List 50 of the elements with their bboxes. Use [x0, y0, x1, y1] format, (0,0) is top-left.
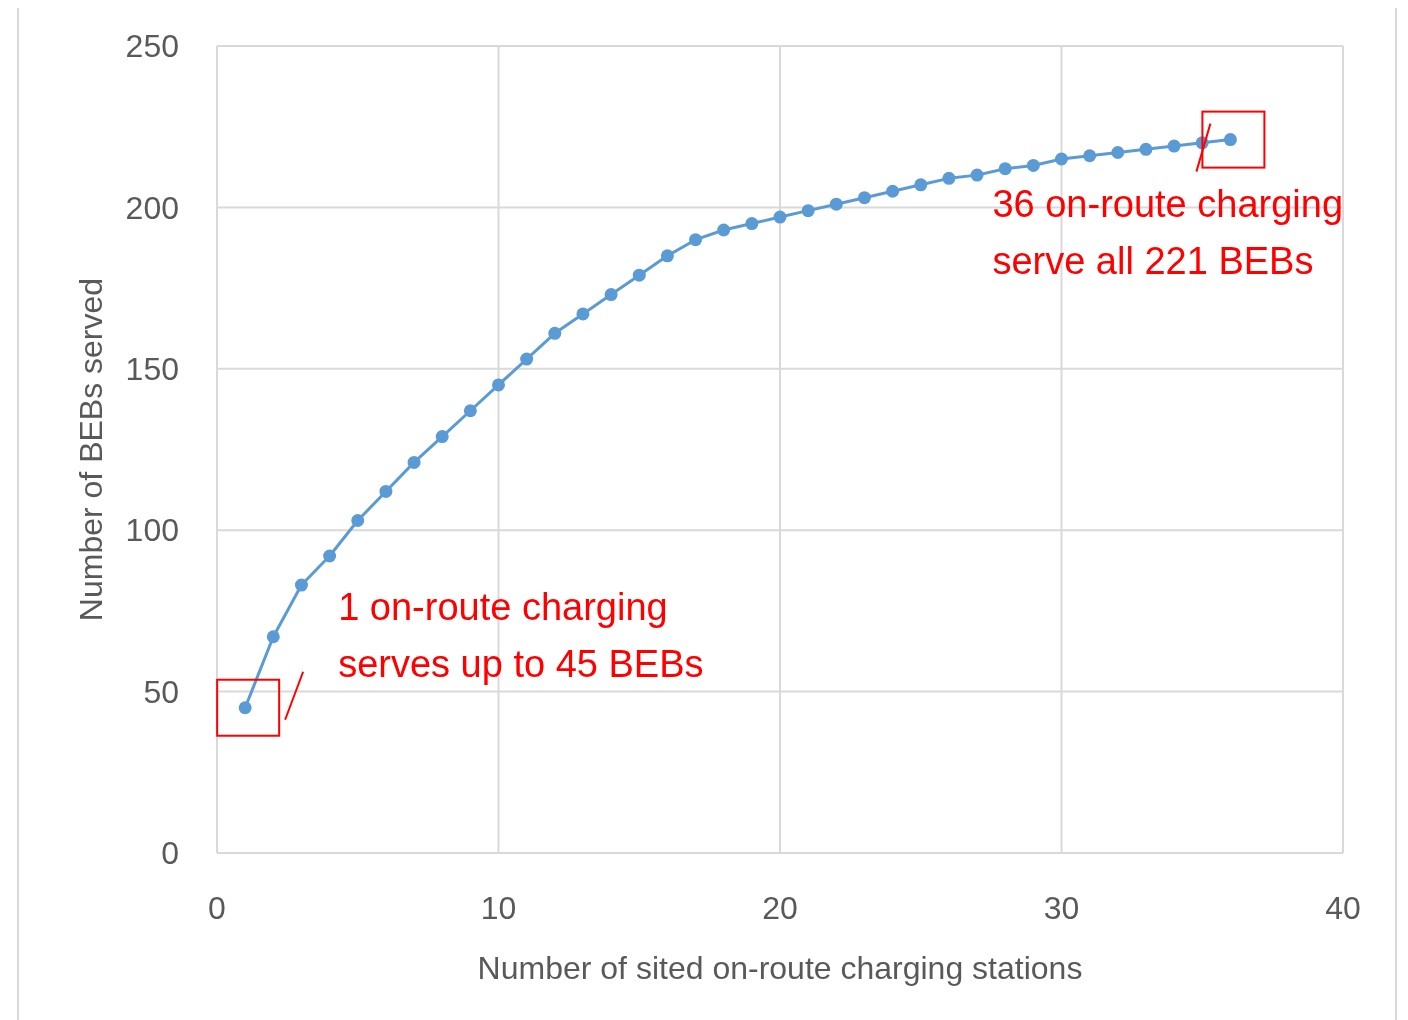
- point: [463, 404, 477, 418]
- x-tick-label: 20: [762, 890, 798, 926]
- point: [1055, 152, 1068, 166]
- point: [1026, 158, 1040, 172]
- x-tick-label: 0: [208, 890, 226, 926]
- point: [773, 210, 787, 224]
- point: [323, 549, 337, 563]
- point: [942, 171, 956, 185]
- point: [548, 326, 562, 340]
- point: [857, 191, 871, 205]
- point: [970, 168, 984, 182]
- y-tick-label: 250: [125, 28, 179, 65]
- x-axis-title: Number of sited on-route charging stations: [477, 950, 1083, 986]
- point: [351, 514, 365, 528]
- point: [238, 701, 252, 715]
- y-tick-label: 0: [161, 835, 179, 872]
- point: [266, 630, 280, 644]
- y-tick-label: 150: [125, 351, 179, 387]
- y-axis-title: Number of BEBs served: [73, 277, 109, 622]
- point: [379, 484, 393, 498]
- y-tick-label: 50: [143, 673, 179, 710]
- point: [801, 204, 815, 218]
- annotation: 1 on-route charging serves up to 45 BEBs: [338, 585, 704, 685]
- point: [435, 430, 449, 444]
- point: [829, 197, 843, 211]
- point: [689, 233, 703, 247]
- point: [1083, 149, 1097, 163]
- annotation: 36 on-route charging serve all 221 BEBs: [992, 182, 1344, 282]
- point: [576, 307, 590, 321]
- point: [604, 288, 618, 302]
- x-tick-label: 10: [480, 890, 517, 926]
- point: [914, 178, 928, 192]
- point: [294, 578, 308, 592]
- point: [745, 217, 759, 231]
- y-tick-label: 200: [125, 189, 179, 226]
- x-tick-label: 40: [1325, 890, 1361, 926]
- point: [1111, 146, 1125, 160]
- point: [1167, 139, 1181, 153]
- point: [632, 268, 646, 282]
- point: [407, 455, 421, 469]
- point: [492, 378, 505, 392]
- point: [717, 223, 731, 237]
- point: [1139, 142, 1153, 156]
- point: [886, 184, 900, 198]
- x-tick-label: 30: [1043, 890, 1080, 926]
- point: [1223, 133, 1237, 147]
- point: [660, 249, 674, 263]
- point: [998, 162, 1012, 176]
- y-tick-label: 100: [125, 512, 179, 549]
- point: [520, 352, 534, 366]
